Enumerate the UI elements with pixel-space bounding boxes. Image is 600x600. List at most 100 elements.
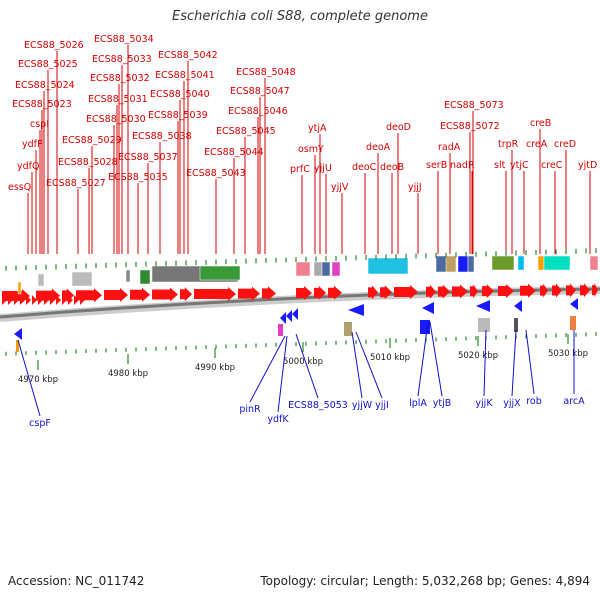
feature-block[interactable] (139, 269, 151, 285)
top-gene-label[interactable]: ECS88_5033 (92, 54, 152, 65)
feature-block[interactable] (589, 255, 599, 271)
forward-gene-arrow[interactable] (328, 285, 342, 300)
feature-block[interactable] (537, 255, 545, 271)
top-gene-label[interactable]: ECS88_5039 (148, 110, 208, 121)
reverse-gene-arrow[interactable] (514, 300, 522, 312)
feature-block[interactable] (331, 261, 341, 277)
bottom-gene-label[interactable]: lplA (409, 398, 427, 409)
top-gene-label[interactable]: ECS88_5030 (86, 114, 146, 125)
top-gene-label[interactable]: creB (530, 118, 551, 129)
top-gene-label[interactable]: cspI (30, 119, 49, 130)
forward-gene-arrow[interactable] (426, 284, 436, 299)
forward-gene-arrow[interactable] (76, 288, 102, 303)
forward-gene-arrow[interactable] (580, 283, 590, 298)
forward-gene-arrow[interactable] (74, 295, 79, 305)
top-gene-label[interactable]: ECS88_5048 (236, 67, 296, 78)
reverse-gene-arrow[interactable] (14, 328, 22, 340)
top-gene-label[interactable]: deoB (380, 162, 404, 173)
top-gene-label[interactable]: ECS88_5040 (150, 89, 210, 100)
feature-block[interactable] (478, 318, 490, 332)
top-gene-label[interactable]: deoA (366, 142, 391, 153)
kbp-scale-label[interactable]: 4980 kbp (108, 369, 148, 379)
forward-gene-arrow[interactable] (368, 285, 378, 300)
feature-block[interactable] (445, 255, 457, 273)
top-gene-label[interactable]: ECS88_5025 (18, 59, 78, 70)
forward-gene-arrow[interactable] (438, 284, 450, 299)
top-gene-label[interactable]: deoD (386, 122, 411, 133)
forward-gene-arrow[interactable] (452, 284, 468, 299)
bottom-gene-label[interactable]: yjjI (375, 400, 389, 411)
top-gene-label[interactable]: creA (526, 139, 548, 150)
top-gene-label[interactable]: ECS88_5072 (440, 121, 500, 132)
forward-gene-arrow[interactable] (592, 283, 598, 298)
reverse-gene-arrow[interactable] (422, 302, 434, 314)
kbp-scale-label[interactable]: 5020 kbp (458, 351, 498, 361)
top-gene-label[interactable]: ECS88_5034 (94, 34, 154, 45)
reverse-gene-arrow[interactable] (476, 300, 490, 312)
top-gene-label[interactable]: prfC (290, 164, 310, 175)
top-gene-label[interactable]: ECS88_5026 (24, 40, 84, 51)
top-gene-label[interactable]: serB (426, 160, 447, 171)
forward-gene-arrow[interactable] (296, 286, 312, 301)
reverse-gene-arrow[interactable] (570, 298, 578, 310)
bottom-gene-label[interactable]: cspF (29, 418, 51, 429)
forward-gene-arrow[interactable] (238, 286, 260, 301)
top-gene-label[interactable]: ECS88_5044 (204, 147, 264, 158)
forward-gene-arrow[interactable] (152, 287, 178, 302)
kbp-scale-label[interactable]: 5030 kbp (548, 349, 588, 359)
feature-block[interactable] (491, 255, 515, 271)
bottom-gene-label[interactable]: ydfK (267, 414, 289, 425)
top-gene-label[interactable]: ECS88_5038 (132, 131, 192, 142)
feature-block[interactable] (16, 340, 19, 352)
forward-gene-arrow[interactable] (540, 283, 548, 298)
reverse-gene-arrow[interactable] (348, 304, 364, 316)
bottom-gene-label[interactable]: pinR (239, 404, 261, 415)
top-gene-label[interactable]: ECS88_5029 (62, 135, 122, 146)
top-gene-label[interactable]: ECS88_5046 (228, 106, 288, 117)
feature-block[interactable] (467, 255, 475, 273)
forward-gene-arrow[interactable] (482, 284, 494, 299)
feature-block[interactable] (17, 281, 22, 295)
top-gene-label[interactable]: ECS88_5032 (90, 73, 150, 84)
forward-gene-arrow[interactable] (470, 284, 478, 299)
top-gene-label[interactable]: ytjA (308, 123, 327, 134)
reverse-gene-arrow[interactable] (286, 310, 292, 322)
reverse-gene-arrow[interactable] (292, 308, 298, 320)
kbp-scale-label[interactable]: 4970 kbp (18, 375, 58, 385)
top-gene-label[interactable]: yjjV (331, 182, 349, 193)
forward-gene-arrow[interactable] (8, 295, 13, 305)
top-gene-label[interactable]: ECS88_5028 (58, 157, 118, 168)
top-gene-label[interactable]: ECS88_5023 (12, 99, 72, 110)
feature-block[interactable] (37, 273, 45, 287)
bottom-gene-label[interactable]: ytjB (433, 398, 452, 409)
forward-gene-arrow[interactable] (20, 295, 25, 305)
top-gene-label[interactable]: ECS88_5027 (46, 178, 106, 189)
forward-gene-arrow[interactable] (498, 284, 514, 299)
top-gene-label[interactable]: ydfP (22, 139, 43, 150)
top-gene-label[interactable]: yjjU (314, 163, 332, 174)
bottom-gene-label[interactable]: ECS88_5053 (288, 400, 348, 411)
feature-block[interactable] (71, 271, 93, 287)
forward-gene-arrow[interactable] (32, 295, 37, 305)
top-gene-label[interactable]: creD (554, 139, 576, 150)
feature-block[interactable] (457, 255, 469, 273)
bottom-gene-label[interactable]: rob (526, 396, 542, 407)
forward-gene-arrow[interactable] (314, 285, 326, 300)
forward-gene-arrow[interactable] (180, 287, 192, 302)
forward-gene-arrow[interactable] (50, 295, 55, 305)
reverse-gene-arrow[interactable] (280, 312, 286, 324)
forward-gene-arrow[interactable] (38, 295, 43, 305)
top-gene-label[interactable]: ECS88_5043 (186, 168, 246, 179)
feature-block[interactable] (313, 261, 323, 277)
forward-gene-arrow[interactable] (68, 295, 73, 305)
feature-block[interactable] (321, 261, 331, 277)
forward-gene-arrow[interactable] (520, 283, 536, 298)
forward-gene-arrow[interactable] (2, 295, 7, 305)
feature-block[interactable] (344, 322, 352, 336)
top-gene-label[interactable]: ECS88_5031 (88, 94, 148, 105)
top-gene-label[interactable]: osmY (298, 144, 324, 155)
top-gene-label[interactable]: radA (438, 142, 461, 153)
top-gene-label[interactable]: ECS88_5073 (444, 100, 504, 111)
forward-gene-arrow[interactable] (104, 287, 128, 302)
